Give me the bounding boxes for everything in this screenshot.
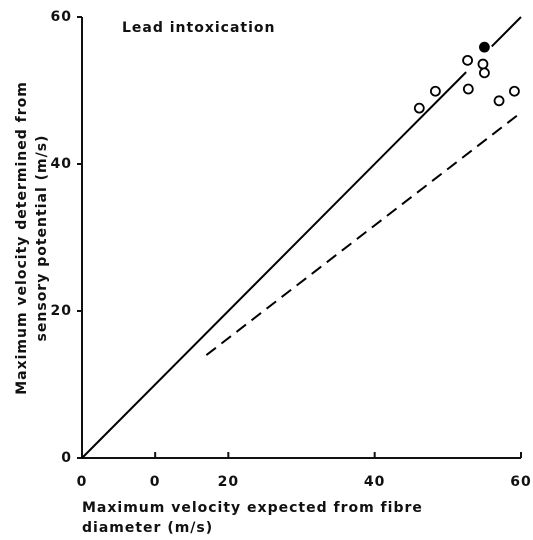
- y-axis-label: Maximum velocity determined from: [14, 81, 30, 395]
- x-axis-label: diameter (m/s): [82, 520, 213, 536]
- y-tick-label: 40: [51, 156, 72, 172]
- x-axis-label: Maximum velocity expected from fibre: [82, 500, 423, 516]
- data-point: [413, 102, 425, 114]
- data-point: [462, 83, 474, 95]
- y-axis-label: sensory potential (m/s): [34, 135, 50, 342]
- x-tick-label: 40: [364, 474, 385, 490]
- chart-title: Lead intoxication: [122, 20, 276, 36]
- y-tick-label: 0: [61, 450, 72, 466]
- x-tick-label: 0: [150, 474, 161, 490]
- data-point: [479, 41, 490, 53]
- data-point: [477, 58, 489, 70]
- x-tick-label: 60: [510, 474, 531, 490]
- x-tick-label: 0: [77, 474, 88, 490]
- data-point: [429, 85, 441, 97]
- data-point: [493, 95, 505, 107]
- data-point: [479, 67, 490, 79]
- x-tick-label: 20: [218, 474, 239, 490]
- y-tick-label: 60: [51, 9, 72, 25]
- y-tick-label: 20: [51, 303, 72, 319]
- data-point: [509, 85, 520, 97]
- line: [81, 16, 522, 459]
- line: [205, 111, 522, 356]
- data-point: [462, 54, 473, 66]
